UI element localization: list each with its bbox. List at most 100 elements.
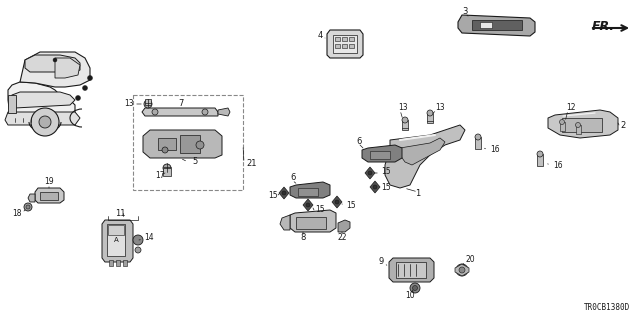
Bar [335,37,340,41]
Bar [123,260,127,266]
Circle shape [152,109,158,115]
Circle shape [282,191,286,195]
Polygon shape [102,220,133,262]
Bar [335,44,340,48]
Text: 21: 21 [246,158,257,167]
Text: 14: 14 [144,234,154,243]
Circle shape [475,134,481,140]
Text: 22: 22 [337,233,347,242]
Circle shape [39,116,51,128]
Bar [480,22,492,28]
Bar [402,120,408,130]
Polygon shape [362,145,402,162]
Polygon shape [5,112,80,125]
Bar [560,122,565,131]
Bar [349,37,354,41]
Polygon shape [143,130,222,158]
Bar [396,262,426,278]
Polygon shape [280,215,290,230]
Circle shape [202,109,208,115]
Text: 16: 16 [553,161,563,170]
Circle shape [24,203,32,211]
Text: TR0CB1380D: TR0CB1380D [584,303,630,312]
Text: 11: 11 [115,209,125,218]
Text: FR.: FR. [592,20,615,33]
Bar [537,154,543,166]
Text: 7: 7 [178,100,184,108]
Text: 20: 20 [466,255,476,265]
Text: 9: 9 [379,258,384,267]
Circle shape [88,76,93,81]
Bar [333,35,357,53]
Circle shape [402,117,408,123]
Circle shape [76,95,81,100]
Text: 16: 16 [490,146,500,155]
Bar [427,113,433,123]
Circle shape [306,203,310,207]
Circle shape [53,58,57,62]
Bar [472,20,522,30]
Circle shape [31,108,59,136]
Circle shape [196,141,204,149]
Polygon shape [290,210,336,232]
Bar [158,138,176,150]
Text: 13: 13 [435,103,445,113]
Polygon shape [385,125,465,188]
Polygon shape [35,188,64,203]
Bar [349,44,354,48]
Polygon shape [370,181,380,193]
Text: 15: 15 [268,190,278,199]
Circle shape [133,235,143,245]
Polygon shape [455,264,469,276]
Polygon shape [327,30,363,58]
Circle shape [144,100,152,108]
Bar [107,224,125,256]
Circle shape [26,205,30,209]
Bar [298,188,318,196]
Text: 8: 8 [300,234,306,243]
Circle shape [83,85,88,91]
Circle shape [459,267,465,273]
Polygon shape [20,52,90,87]
Circle shape [135,247,141,253]
Polygon shape [290,182,330,198]
Bar [370,151,390,159]
Polygon shape [279,187,289,199]
Polygon shape [338,220,350,232]
Polygon shape [400,138,445,165]
Bar [109,260,113,266]
Polygon shape [28,194,35,202]
Text: 10: 10 [405,292,415,300]
Text: 1: 1 [415,188,420,197]
Circle shape [427,110,433,116]
Circle shape [456,264,468,276]
Text: 18: 18 [13,210,22,219]
Text: 13: 13 [124,100,134,108]
Text: 2: 2 [620,121,625,130]
Polygon shape [365,167,375,179]
Text: 17: 17 [155,172,164,180]
Text: 19: 19 [44,178,54,187]
Polygon shape [25,55,80,72]
Text: 3: 3 [462,7,467,17]
Bar [576,125,581,134]
Bar [296,217,326,229]
Circle shape [373,185,377,189]
Circle shape [410,283,420,293]
Bar [562,118,602,132]
Text: 15: 15 [346,201,356,210]
Text: 13: 13 [398,103,408,113]
Text: 12: 12 [566,103,575,113]
Text: A: A [114,237,118,243]
Polygon shape [142,108,218,116]
Polygon shape [458,15,535,36]
Bar [180,135,200,153]
Text: 15: 15 [381,183,390,193]
Bar [475,137,481,149]
Bar [342,44,347,48]
Polygon shape [10,92,75,108]
Text: 6: 6 [290,173,296,182]
Bar [108,225,124,235]
Text: 6: 6 [356,137,362,146]
Text: 4: 4 [317,30,323,39]
